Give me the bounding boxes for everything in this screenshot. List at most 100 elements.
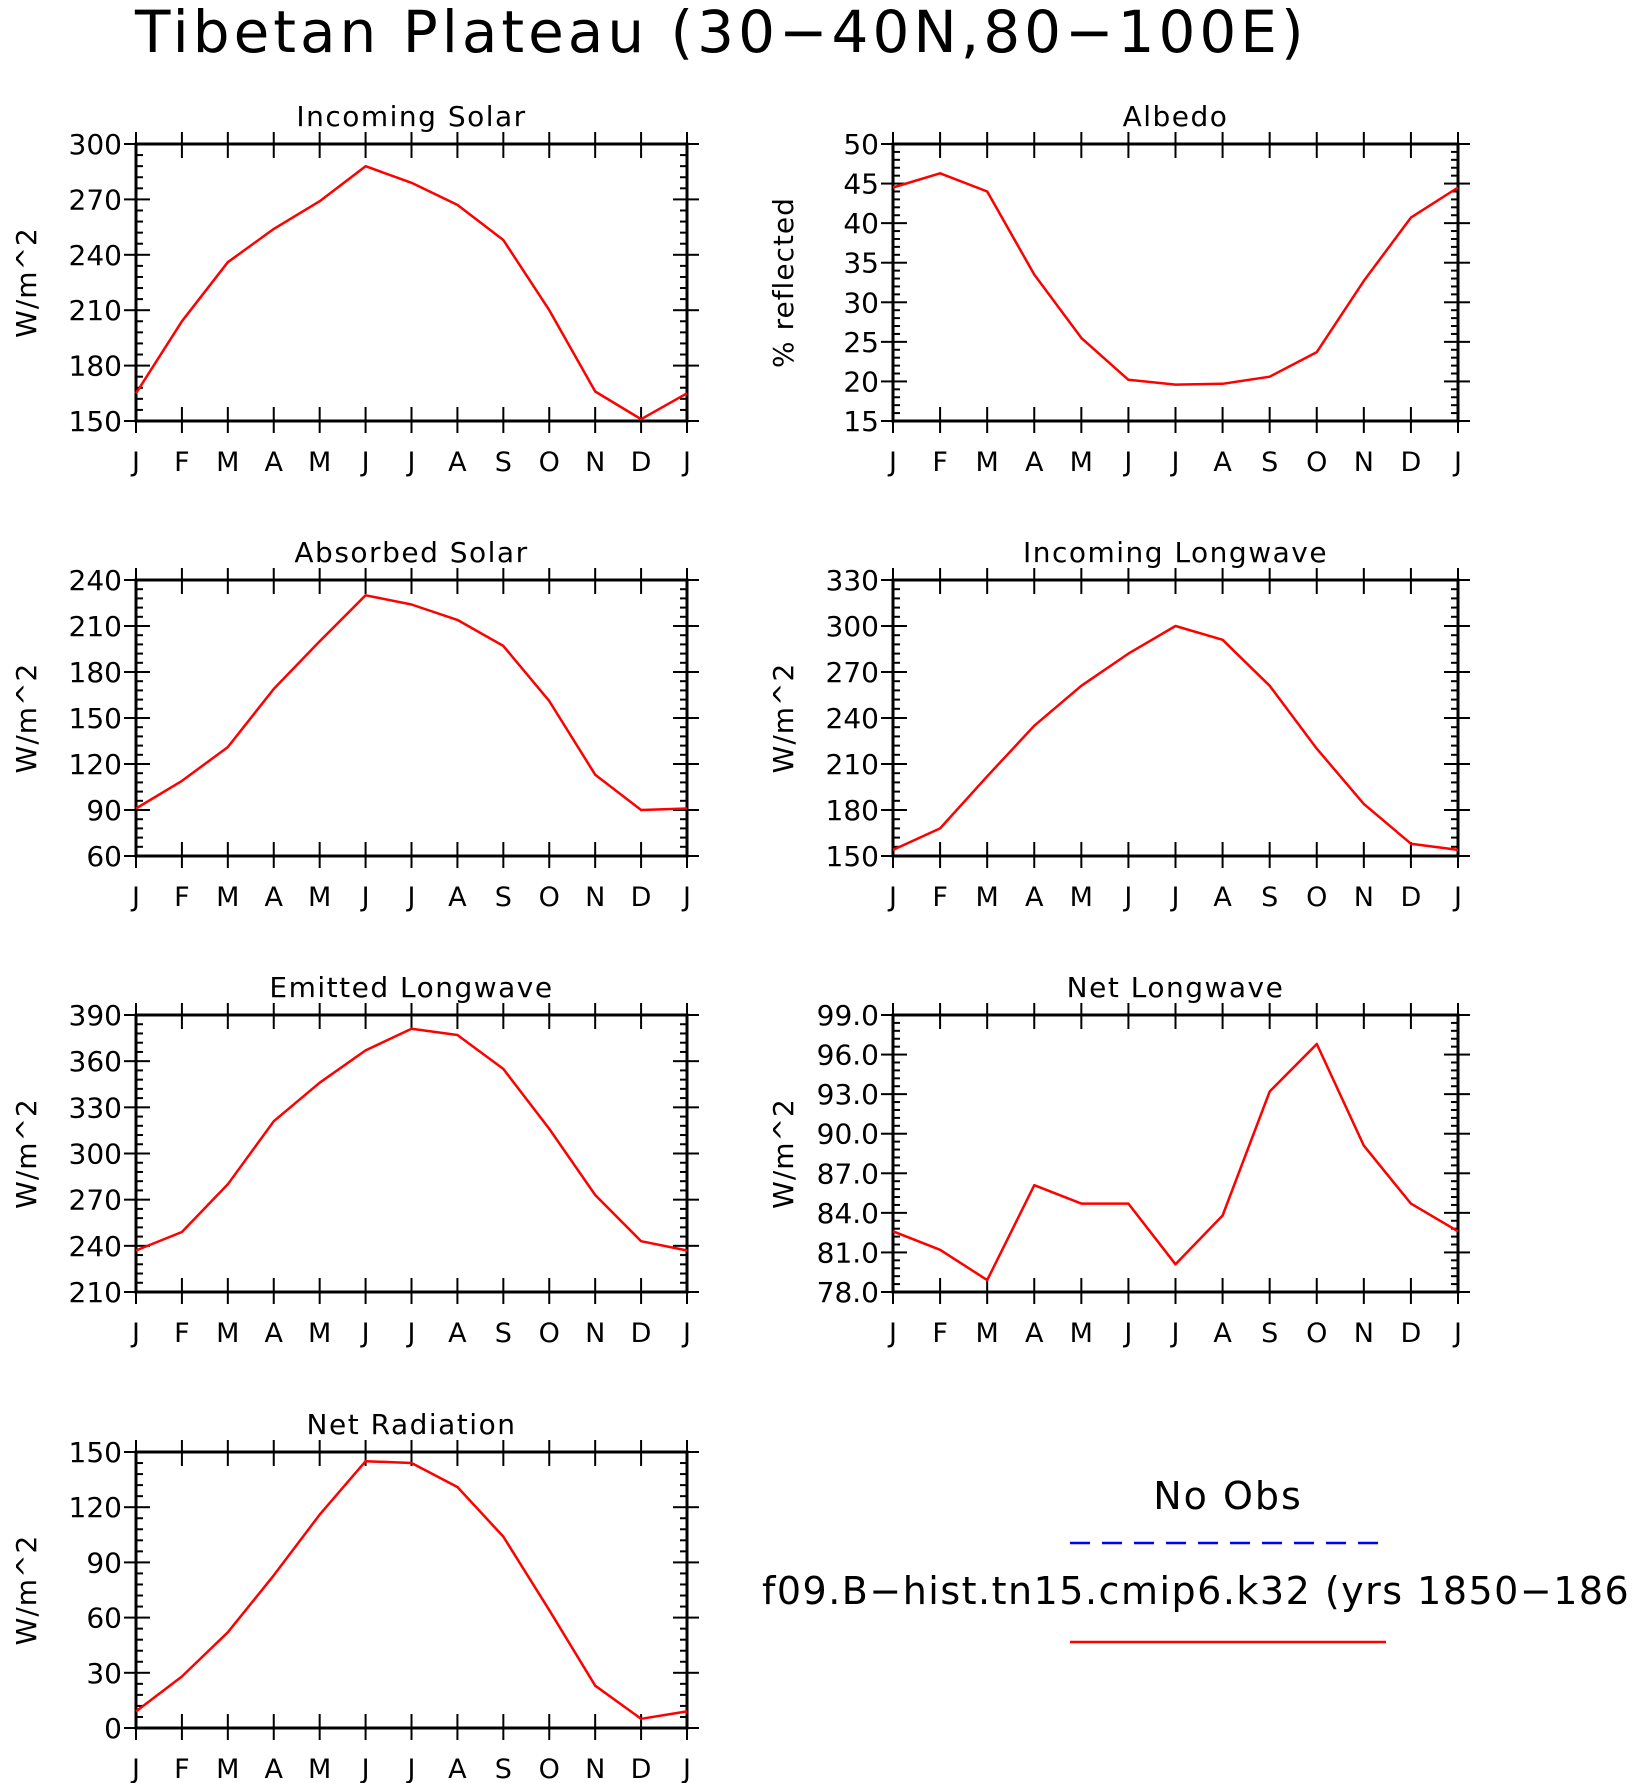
x-tick-label: N (585, 1754, 605, 1783)
series-line (892, 624, 1459, 852)
y-tick-label: 50 (843, 128, 879, 161)
x-tick-label: N (1354, 882, 1374, 913)
x-tick-label: M (216, 1754, 239, 1783)
x-tick-label: J (1452, 1318, 1462, 1349)
x-tick-label: D (1401, 447, 1422, 478)
x-tick-label: O (539, 882, 560, 913)
x-tick-label: J (360, 1754, 370, 1783)
y-tick-label: 84.0 (817, 1197, 879, 1230)
plot-frame (134, 1450, 689, 1730)
y-tick-label: 99.0 (817, 999, 879, 1032)
x-tick-label: J (406, 447, 416, 478)
y-tick-label: 30 (843, 286, 879, 319)
y-tick-label: 300 (826, 610, 879, 643)
panel-title: Net Longwave (1067, 971, 1285, 1004)
x-tick-label: M (1070, 1318, 1093, 1349)
x-tick-label: A (265, 447, 284, 478)
x-tick-label: A (448, 1318, 467, 1349)
x-tick-label: O (539, 1754, 560, 1783)
x-tick-label: S (1261, 882, 1278, 913)
x-tick-label: J (130, 882, 140, 913)
y-tick-label: 120 (69, 1491, 122, 1524)
x-tick-label: M (1070, 882, 1093, 913)
x-tick-label: J (130, 1318, 140, 1349)
y-tick-label: 240 (69, 1230, 122, 1263)
x-tick-label: A (265, 1754, 284, 1783)
x-tick-label: J (406, 882, 416, 913)
x-tick-label: D (631, 447, 652, 478)
y-tick-label: 96.0 (817, 1039, 879, 1072)
y-tick-label: 90 (86, 794, 122, 827)
y-tick-label: 240 (69, 239, 122, 272)
x-tick-label: M (308, 447, 331, 478)
plot-frame (891, 1013, 1460, 1294)
legend-label-model: f09.B−hist.tn15.cmip6.k32 (yrs 1850−186 (762, 1569, 1630, 1613)
y-tick-label: 87.0 (817, 1157, 879, 1190)
y-tick-label: 180 (69, 656, 122, 689)
y-tick-label: 180 (826, 794, 879, 827)
x-tick-label: S (495, 447, 512, 478)
panel-title: Absorbed Solar (294, 536, 528, 569)
x-tick-label: N (1354, 1318, 1374, 1349)
legend-label-obs: No Obs (1153, 1474, 1303, 1518)
y-tick-label: 25 (843, 326, 879, 359)
x-tick-label: F (174, 1754, 190, 1783)
y-axis-label: W/m^2 (10, 227, 43, 338)
x-tick-label: M (976, 882, 999, 913)
x-tick-label: A (265, 1318, 284, 1349)
panel-title: Net Radiation (307, 1408, 517, 1441)
y-tick-label: 78.0 (817, 1276, 879, 1309)
y-tick-label: 35 (843, 247, 879, 280)
x-tick-label: J (681, 447, 691, 478)
series-line (135, 1027, 688, 1252)
x-tick-label: J (681, 1318, 691, 1349)
x-tick-label: O (539, 1318, 560, 1349)
x-tick-label: M (308, 1318, 331, 1349)
y-axis-label: % reflected (767, 197, 800, 368)
x-tick-label: J (406, 1318, 416, 1349)
x-tick-label: J (1170, 882, 1180, 913)
x-tick-label: M (976, 447, 999, 478)
y-tick-label: 360 (69, 1045, 122, 1078)
x-tick-label: N (585, 882, 605, 913)
x-tick-label: J (130, 447, 140, 478)
x-tick-label: M (308, 882, 331, 913)
y-tick-label: 20 (843, 365, 879, 398)
x-tick-label: D (631, 1318, 652, 1349)
x-tick-label: F (932, 447, 948, 478)
y-tick-label: 150 (69, 405, 122, 438)
x-tick-label: A (448, 1754, 467, 1783)
y-tick-label: 270 (69, 183, 122, 216)
y-tick-label: 330 (69, 1091, 122, 1124)
x-tick-label: A (1213, 1318, 1232, 1349)
x-tick-label: D (1401, 882, 1422, 913)
x-tick-label: J (1122, 1318, 1132, 1349)
x-tick-label: J (360, 882, 370, 913)
y-axis-label: W/m^2 (10, 1535, 43, 1646)
x-tick-label: F (932, 882, 948, 913)
series-line (135, 594, 688, 812)
x-tick-label: M (216, 1318, 239, 1349)
y-tick-label: 210 (69, 294, 122, 327)
x-tick-label: M (216, 447, 239, 478)
plot-frame (134, 578, 689, 858)
x-tick-label: J (360, 447, 370, 478)
x-tick-label: A (1025, 447, 1044, 478)
panel-title: Incoming Longwave (1023, 536, 1328, 569)
x-tick-label: J (887, 447, 897, 478)
x-tick-label: F (932, 1318, 948, 1349)
x-tick-label: J (406, 1754, 416, 1783)
y-axis-label: W/m^2 (767, 663, 800, 774)
x-tick-label: A (265, 882, 284, 913)
y-tick-label: 300 (69, 1138, 122, 1171)
x-tick-label: O (1306, 447, 1327, 478)
x-tick-label: O (1306, 1318, 1327, 1349)
series-line (135, 1459, 688, 1721)
x-tick-label: J (1122, 882, 1132, 913)
x-tick-label: J (1122, 447, 1132, 478)
series-line (892, 1042, 1459, 1282)
